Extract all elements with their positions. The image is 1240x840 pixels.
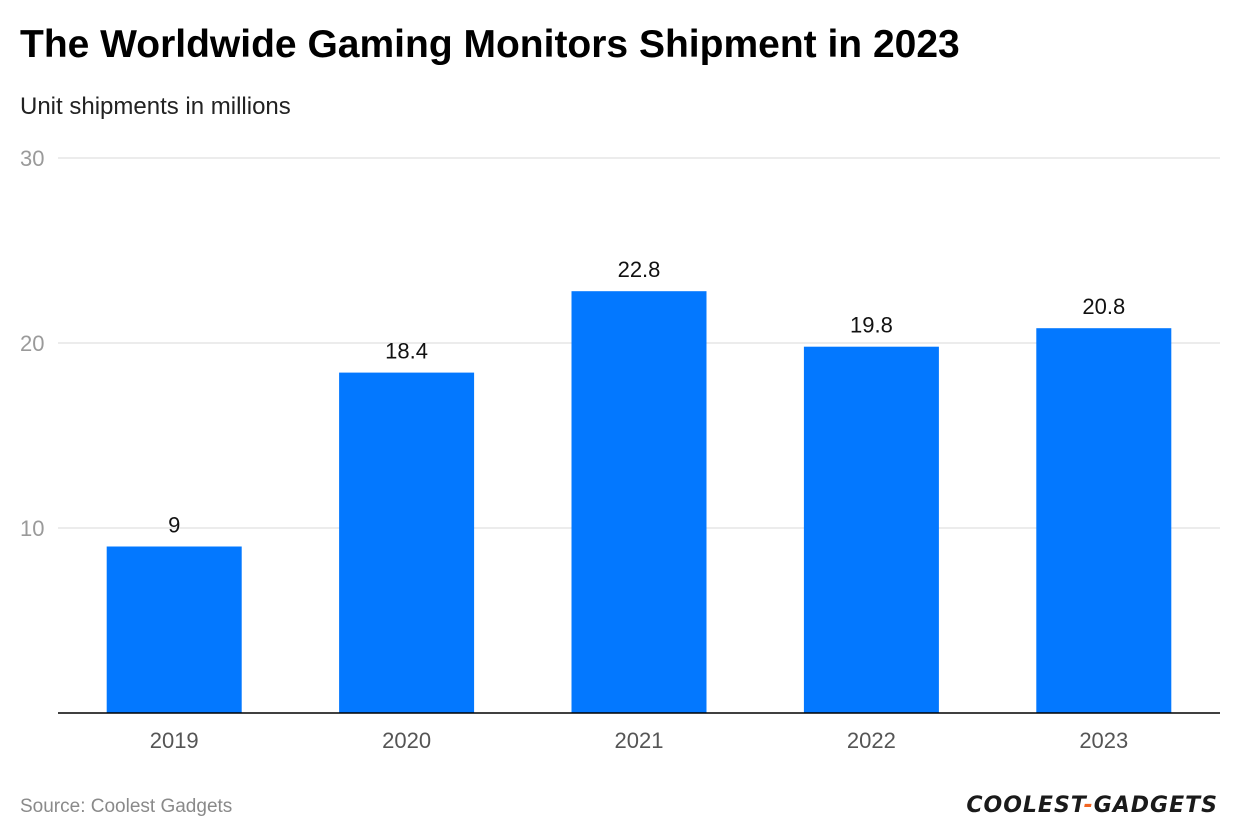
x-tick-label-2023: 2023: [1079, 728, 1128, 753]
x-tick-label-2021: 2021: [615, 728, 664, 753]
bar-2022: [803, 346, 939, 713]
brand-logo-separator: -: [1083, 793, 1094, 818]
bar-2021: [571, 291, 707, 713]
value-labels: 9 18.4 22.8 19.8 20.8: [168, 257, 1125, 537]
brand-logo-part1: COOLEST: [966, 793, 1084, 818]
value-label-2022: 19.8: [850, 313, 893, 338]
bar-2023: [1036, 328, 1172, 713]
value-label-2023: 20.8: [1082, 294, 1125, 319]
source-note: Source: Coolest Gadgets: [20, 796, 233, 817]
x-tick-label-2020: 2020: [382, 728, 431, 753]
y-tick-label: 10: [20, 516, 44, 541]
chart-title: The Worldwide Gaming Monitors Shipment i…: [20, 23, 960, 66]
value-label-2020: 18.4: [385, 339, 428, 364]
x-tick-label-2019: 2019: [150, 728, 199, 753]
brand-logo: COOLEST-GADGETS: [966, 790, 1218, 822]
brand-logo-part2: GADGETS: [1093, 793, 1218, 818]
value-label-2021: 22.8: [618, 257, 661, 282]
bar-2019: [106, 546, 242, 713]
x-axis-ticks: 2019 2020 2021 2022 2023: [150, 728, 1129, 753]
bars: [106, 291, 1172, 713]
y-tick-label: 20: [20, 331, 44, 356]
x-tick-label-2022: 2022: [847, 728, 896, 753]
y-axis-ticks: 10 20 30: [20, 146, 44, 541]
bar-2020: [339, 372, 475, 713]
y-tick-label: 30: [20, 146, 44, 171]
value-label-2019: 9: [168, 513, 180, 538]
chart-subtitle: Unit shipments in millions: [20, 93, 291, 120]
